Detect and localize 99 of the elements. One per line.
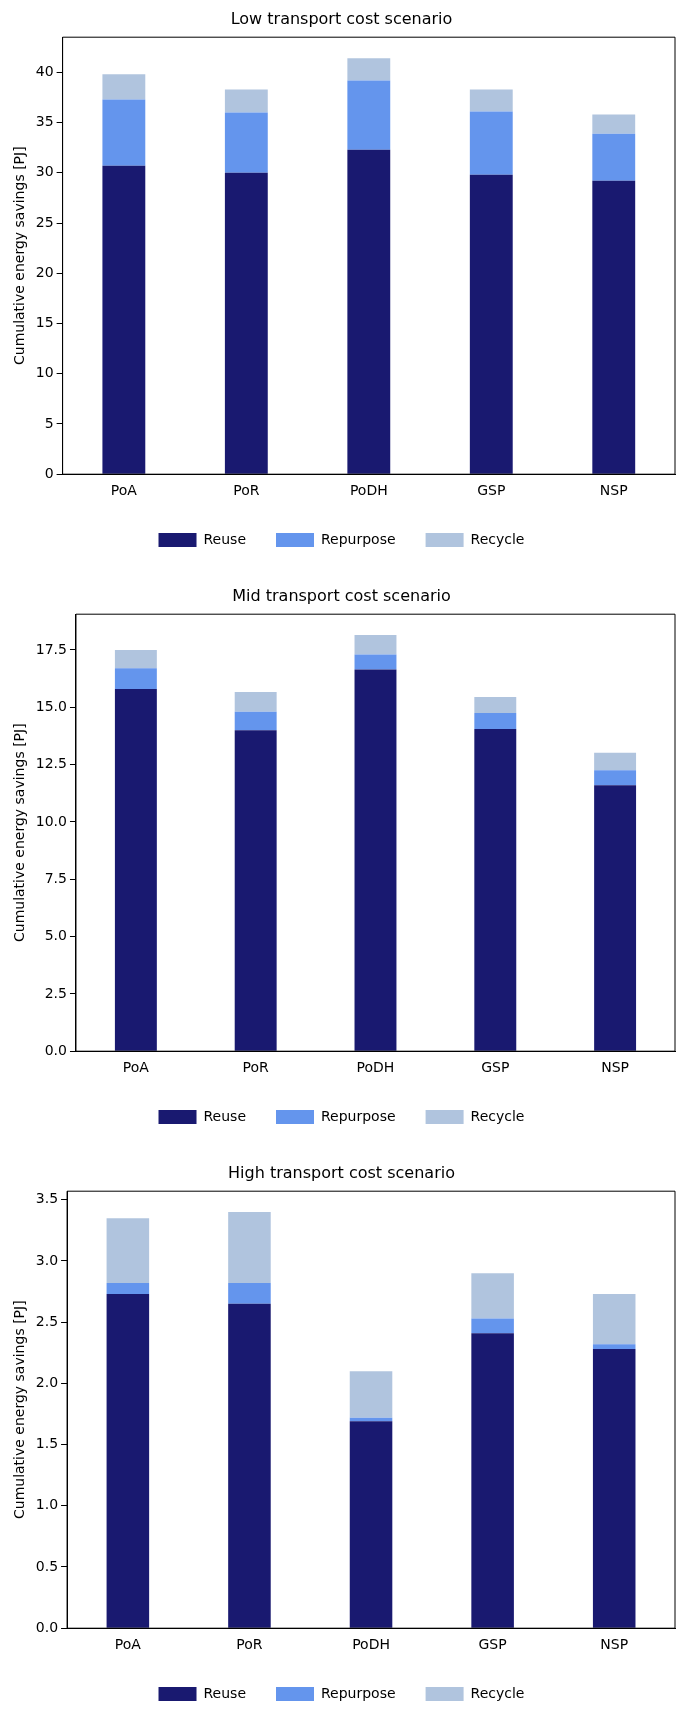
legend-label: Reuse xyxy=(203,1107,247,1124)
bar xyxy=(474,713,517,730)
bar xyxy=(469,174,513,474)
bar xyxy=(594,752,637,771)
bar xyxy=(592,114,636,134)
bar xyxy=(228,1303,271,1628)
bar xyxy=(234,691,277,712)
x-tick-label: PoA xyxy=(110,482,138,499)
bar xyxy=(592,1294,636,1345)
chart-title: Low transport cost scenario xyxy=(230,8,453,28)
bar xyxy=(469,111,513,175)
y-tick-label: 0.5 xyxy=(35,1557,59,1574)
bar xyxy=(592,1349,636,1628)
bar xyxy=(474,729,517,1051)
bar xyxy=(347,58,391,81)
x-tick-label: PoR xyxy=(233,482,260,499)
bar xyxy=(592,180,636,474)
bar xyxy=(471,1273,514,1319)
y-tick-label: 3.0 xyxy=(35,1251,59,1268)
y-tick-label: 40 xyxy=(35,63,54,79)
bar xyxy=(234,730,277,1051)
bar xyxy=(224,89,268,113)
y-axis-title: Cumulative energy savings [PJ] xyxy=(11,1300,28,1520)
y-tick-label: 2.0 xyxy=(35,1374,59,1391)
x-tick-label: GSP xyxy=(477,482,506,499)
bar xyxy=(224,112,268,173)
bar xyxy=(474,696,517,714)
bar xyxy=(102,74,146,100)
y-tick-label: 3.5 xyxy=(35,1190,59,1207)
x-tick-label: NSP xyxy=(600,1636,629,1653)
y-tick-label: 12.5 xyxy=(35,755,67,772)
y-tick-label: 5 xyxy=(44,414,54,431)
bar xyxy=(592,133,636,181)
legend-label: Repurpose xyxy=(321,1684,396,1701)
bar xyxy=(594,770,637,786)
y-tick-label: 20 xyxy=(35,263,54,280)
bar xyxy=(102,99,146,166)
y-tick-label: 10 xyxy=(35,364,54,381)
legend-label: Recycle xyxy=(470,1684,525,1701)
y-axis-title: Cumulative energy savings [PJ] xyxy=(11,723,28,943)
chart-title: Mid transport cost scenario xyxy=(232,585,451,605)
y-tick-label: 2.5 xyxy=(44,984,67,1001)
bar xyxy=(106,1294,150,1628)
bar xyxy=(234,711,277,731)
chart-title: High transport cost scenario xyxy=(228,1162,455,1182)
x-tick-label: PoA xyxy=(122,1059,150,1076)
bar xyxy=(114,649,157,669)
y-tick-label: 0 xyxy=(44,464,54,481)
bar xyxy=(349,1371,393,1418)
bar xyxy=(228,1212,271,1284)
bar xyxy=(224,172,268,474)
bar xyxy=(347,80,391,150)
y-axis-title: Cumulative energy savings [PJ] xyxy=(11,146,28,366)
y-tick-label: 25 xyxy=(35,213,54,230)
y-tick-label: 15.0 xyxy=(35,697,67,714)
y-tick-label: 15 xyxy=(35,314,54,331)
bar xyxy=(106,1283,150,1295)
legend-label: Reuse xyxy=(203,1684,247,1701)
bar xyxy=(347,149,391,474)
legend-label: Recycle xyxy=(470,1107,525,1124)
bar xyxy=(594,785,637,1051)
y-tick-label: 1.0 xyxy=(35,1496,59,1513)
x-tick-label: NSP xyxy=(601,1059,629,1076)
y-tick-label: 7.5 xyxy=(44,869,67,886)
bar xyxy=(349,1421,393,1628)
y-tick-label: 5.0 xyxy=(44,927,67,944)
legend-label: Reuse xyxy=(203,530,247,547)
y-tick-label: 2.5 xyxy=(35,1312,59,1329)
bar xyxy=(592,1344,636,1350)
y-tick-label: 0.0 xyxy=(44,1041,67,1058)
bar xyxy=(114,688,157,1051)
bar xyxy=(354,635,397,655)
y-tick-label: 35 xyxy=(35,113,54,130)
bar xyxy=(471,1318,514,1334)
bar xyxy=(354,654,397,670)
bar xyxy=(102,165,146,474)
y-tick-label: 30 xyxy=(35,163,54,180)
bar xyxy=(106,1218,150,1284)
bar xyxy=(114,668,157,689)
x-tick-label: PoA xyxy=(114,1636,142,1653)
legend-label: Repurpose xyxy=(321,1107,396,1124)
x-tick-label: PoDH xyxy=(356,1059,395,1076)
x-tick-label: GSP xyxy=(481,1059,510,1076)
bar xyxy=(469,89,513,112)
y-tick-label: 1.5 xyxy=(35,1435,59,1452)
y-tick-label: 17.5 xyxy=(35,640,67,657)
legend-label: Repurpose xyxy=(321,530,396,547)
bar xyxy=(471,1333,514,1628)
legend-label: Recycle xyxy=(470,530,525,547)
x-tick-label: PoR xyxy=(242,1059,270,1076)
bar xyxy=(228,1283,271,1304)
x-tick-label: GSP xyxy=(478,1636,507,1653)
x-tick-label: PoDH xyxy=(349,482,388,499)
y-tick-label: 0.0 xyxy=(35,1618,59,1635)
x-tick-label: PoDH xyxy=(352,1636,390,1653)
bar xyxy=(354,669,397,1051)
x-tick-label: PoR xyxy=(236,1636,263,1653)
x-tick-label: NSP xyxy=(599,482,628,499)
y-tick-label: 10.0 xyxy=(35,812,67,829)
